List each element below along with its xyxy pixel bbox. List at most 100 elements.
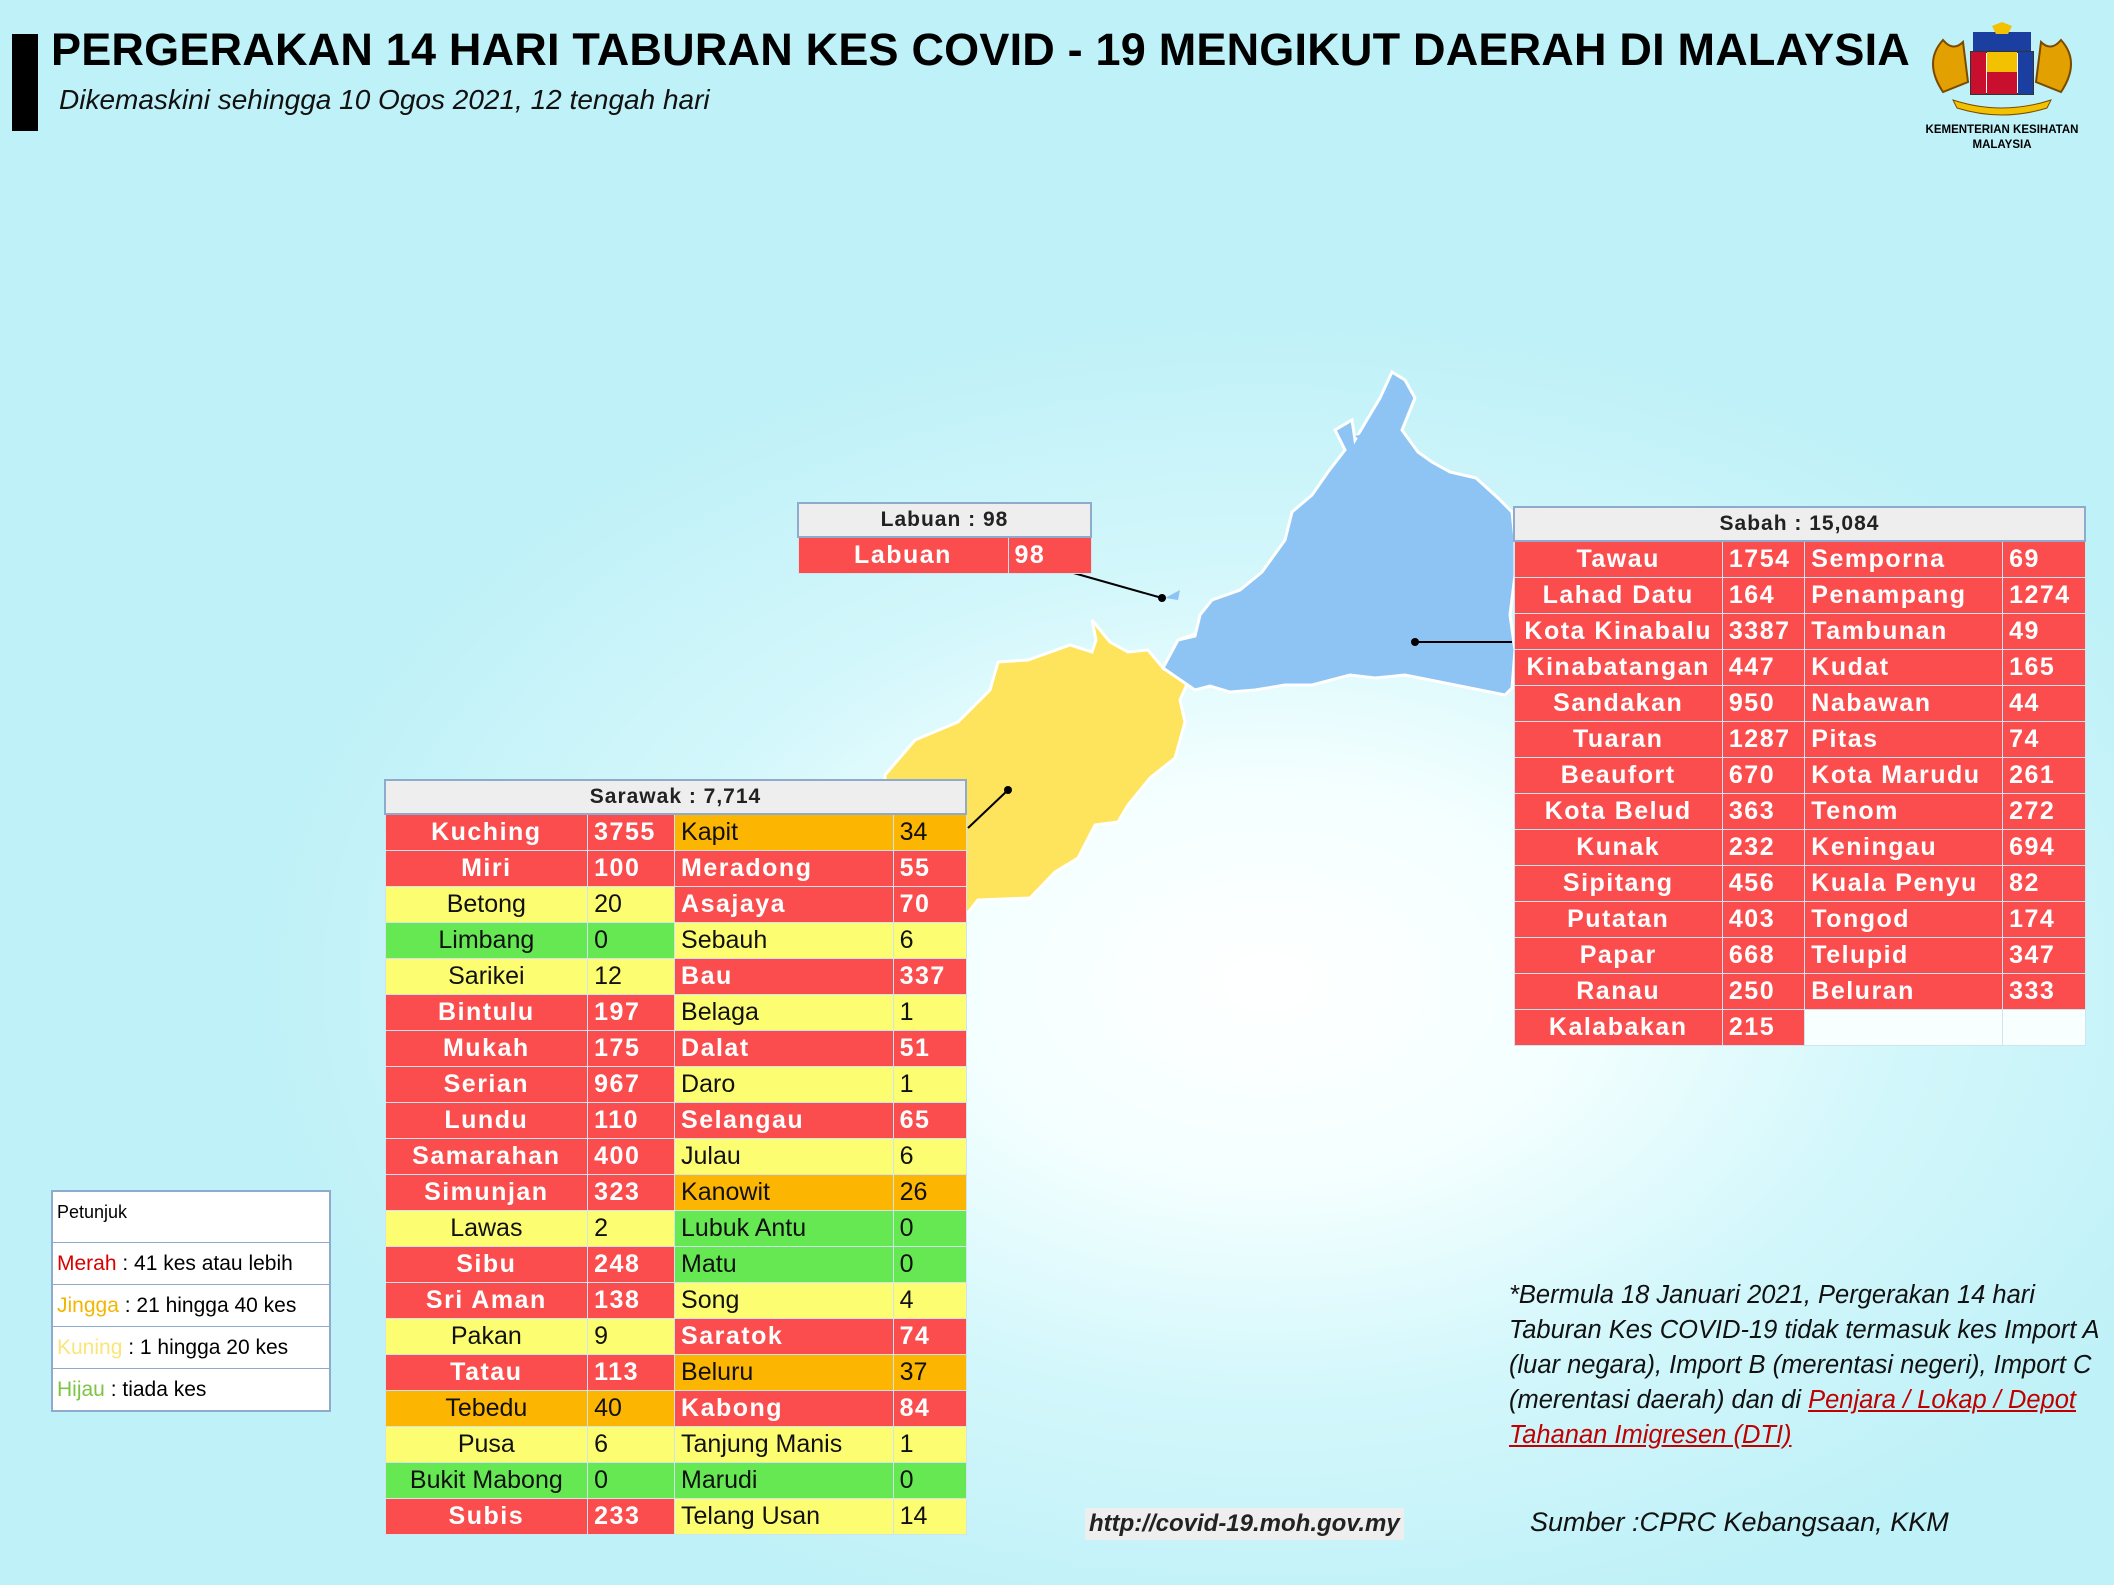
labuan-table: Labuan : 98 Labuan 98 xyxy=(797,502,1092,574)
district-cases: 0 xyxy=(892,1210,967,1247)
labuan-header: Labuan : 98 xyxy=(797,502,1092,538)
district-name: Dalat xyxy=(674,1030,894,1067)
district-cases: 40 xyxy=(587,1390,676,1427)
legend-item-hijau: Hijau : tiada kes xyxy=(53,1369,329,1410)
table-row: Putatan 403 Tongod 174 xyxy=(1513,901,2086,938)
district-name: Kabong xyxy=(674,1390,894,1427)
district-cases: 1754 xyxy=(1721,540,1806,578)
district-cases: 110 xyxy=(587,1102,676,1139)
district-name: Kinabatangan xyxy=(1513,649,1723,686)
district-cases: 55 xyxy=(892,850,967,887)
district-name: Samarahan xyxy=(384,1138,589,1175)
legend-term: Kuning xyxy=(57,1336,123,1359)
district-cases: 26 xyxy=(892,1174,967,1211)
empty-cell xyxy=(1804,1009,2004,1046)
district-name: Asajaya xyxy=(674,886,894,923)
district-name: Tatau xyxy=(384,1354,589,1391)
district-cases: 84 xyxy=(892,1390,967,1427)
district-name: Nabawan xyxy=(1804,685,2004,722)
district-name: Pusa xyxy=(384,1426,589,1463)
legend-term: Hijau xyxy=(57,1378,105,1401)
legend-item-merah: Merah : 41 kes atau lebih xyxy=(53,1243,329,1285)
district-name: Kudat xyxy=(1804,649,2004,686)
district-name: Kota Belud xyxy=(1513,793,1723,830)
district-cases: 337 xyxy=(892,958,967,995)
district-name: Telupid xyxy=(1804,937,2004,974)
sabah-table: Sabah : 15,084 Tawau 1754 Semporna 69 Lahad … xyxy=(1513,506,2086,1046)
title-accent-bar xyxy=(12,34,38,131)
district-name: Kota Marudu xyxy=(1804,757,2004,794)
district-cases: 250 xyxy=(1721,973,1806,1010)
district-cases: 51 xyxy=(892,1030,967,1067)
district-name: Tanjung Manis xyxy=(674,1426,894,1463)
district-cases: 0 xyxy=(892,1462,967,1499)
district-name: Serian xyxy=(384,1066,589,1103)
district-cases: 272 xyxy=(2002,793,2086,830)
table-row: Sarikei 12 Bau 337 xyxy=(384,958,967,995)
district-name: Kunak xyxy=(1513,829,1723,866)
district-cases: 100 xyxy=(587,850,676,887)
district-cases: 363 xyxy=(1721,793,1806,830)
page-title: PERGERAKAN 14 HARI TABURAN KES COVID - 1… xyxy=(51,24,1910,75)
district-cases: 333 xyxy=(2002,973,2086,1010)
district-cases: 261 xyxy=(2002,757,2086,794)
district-name: Tebedu xyxy=(384,1390,589,1427)
district-cases: 1 xyxy=(892,1426,967,1463)
legend-title: Petunjuk xyxy=(53,1192,329,1243)
sarawak-table: Sarawak : 7,714 Kuching 3755 Kapit 34 Miri 10… xyxy=(384,779,967,1535)
district-name: Kota Kinabalu xyxy=(1513,613,1723,650)
district-name: Sri Aman xyxy=(384,1282,589,1319)
district-cases: 1 xyxy=(892,994,967,1031)
legend-term: Merah xyxy=(57,1252,117,1275)
district-cases: 37 xyxy=(892,1354,967,1391)
district-cases: 6 xyxy=(892,922,967,959)
table-row: Tuaran 1287 Pitas 74 xyxy=(1513,721,2086,758)
table-row: Kinabatangan 447 Kudat 165 xyxy=(1513,649,2086,686)
table-row: Tebedu 40 Kabong 84 xyxy=(384,1390,967,1427)
legend-term: Jingga xyxy=(57,1294,119,1317)
district-cases: 70 xyxy=(892,886,967,923)
district-name: Meradong xyxy=(674,850,894,887)
district-name: Selangau xyxy=(674,1102,894,1139)
legend-item-kuning: Kuning : 1 hingga 20 kes xyxy=(53,1327,329,1369)
table-row: Subis 233 Telang Usan 14 xyxy=(384,1498,967,1535)
table-row: Miri 100 Meradong 55 xyxy=(384,850,967,887)
table-row: Kota Kinabalu 3387 Tambunan 49 xyxy=(1513,613,2086,650)
table-row: Pakan 9 Saratok 74 xyxy=(384,1318,967,1355)
district-name: Pakan xyxy=(384,1318,589,1355)
district-cases: 164 xyxy=(1721,577,1806,614)
district-cases: 9 xyxy=(587,1318,676,1355)
district-name: Semporna xyxy=(1804,540,2004,578)
coat-of-arms-icon xyxy=(1932,22,2072,116)
district-cases: 74 xyxy=(892,1318,967,1355)
district-cases: 98 xyxy=(1007,536,1092,574)
ministry-logo: KEMENTERIAN KESIHATAN MALAYSIA xyxy=(1913,22,2091,152)
source-url-link[interactable]: http://covid-19.moh.gov.my xyxy=(1085,1508,1404,1540)
district-name: Beluran xyxy=(1804,973,2004,1010)
district-name: Tambunan xyxy=(1804,613,2004,650)
district-name: Lubuk Antu xyxy=(674,1210,894,1247)
district-name: Saratok xyxy=(674,1318,894,1355)
table-row: Kuching 3755 Kapit 34 xyxy=(384,813,967,851)
table-row: Labuan 98 xyxy=(797,536,1092,574)
table-row: Papar 668 Telupid 347 xyxy=(1513,937,2086,974)
footnote-link-text[interactable]: Penjara / Lokap / Depot Tahanan Imigrese… xyxy=(1509,1386,2077,1449)
table-row: Kota Belud 363 Tenom 272 xyxy=(1513,793,2086,830)
sabah-region xyxy=(1161,369,1517,697)
district-cases: 1 xyxy=(892,1066,967,1103)
district-name: Labuan xyxy=(797,536,1009,574)
empty-cell xyxy=(2002,1009,2086,1046)
district-cases: 1287 xyxy=(1721,721,1806,758)
district-name: Matu xyxy=(674,1246,894,1283)
table-row: Bukit Mabong 0 Marudi 0 xyxy=(384,1462,967,1499)
district-name: Tuaran xyxy=(1513,721,1723,758)
table-row: Mukah 175 Dalat 51 xyxy=(384,1030,967,1067)
district-cases: 174 xyxy=(2002,901,2086,938)
table-row: Lahad Datu 164 Penampang 1274 xyxy=(1513,577,2086,614)
district-name: Marudi xyxy=(674,1462,894,1499)
table-row: Beaufort 670 Kota Marudu 261 xyxy=(1513,757,2086,794)
legend-desc: : tiada kes xyxy=(104,1378,207,1401)
district-cases: 82 xyxy=(2002,865,2086,902)
district-name: Bintulu xyxy=(384,994,589,1031)
district-cases: 950 xyxy=(1721,685,1806,722)
